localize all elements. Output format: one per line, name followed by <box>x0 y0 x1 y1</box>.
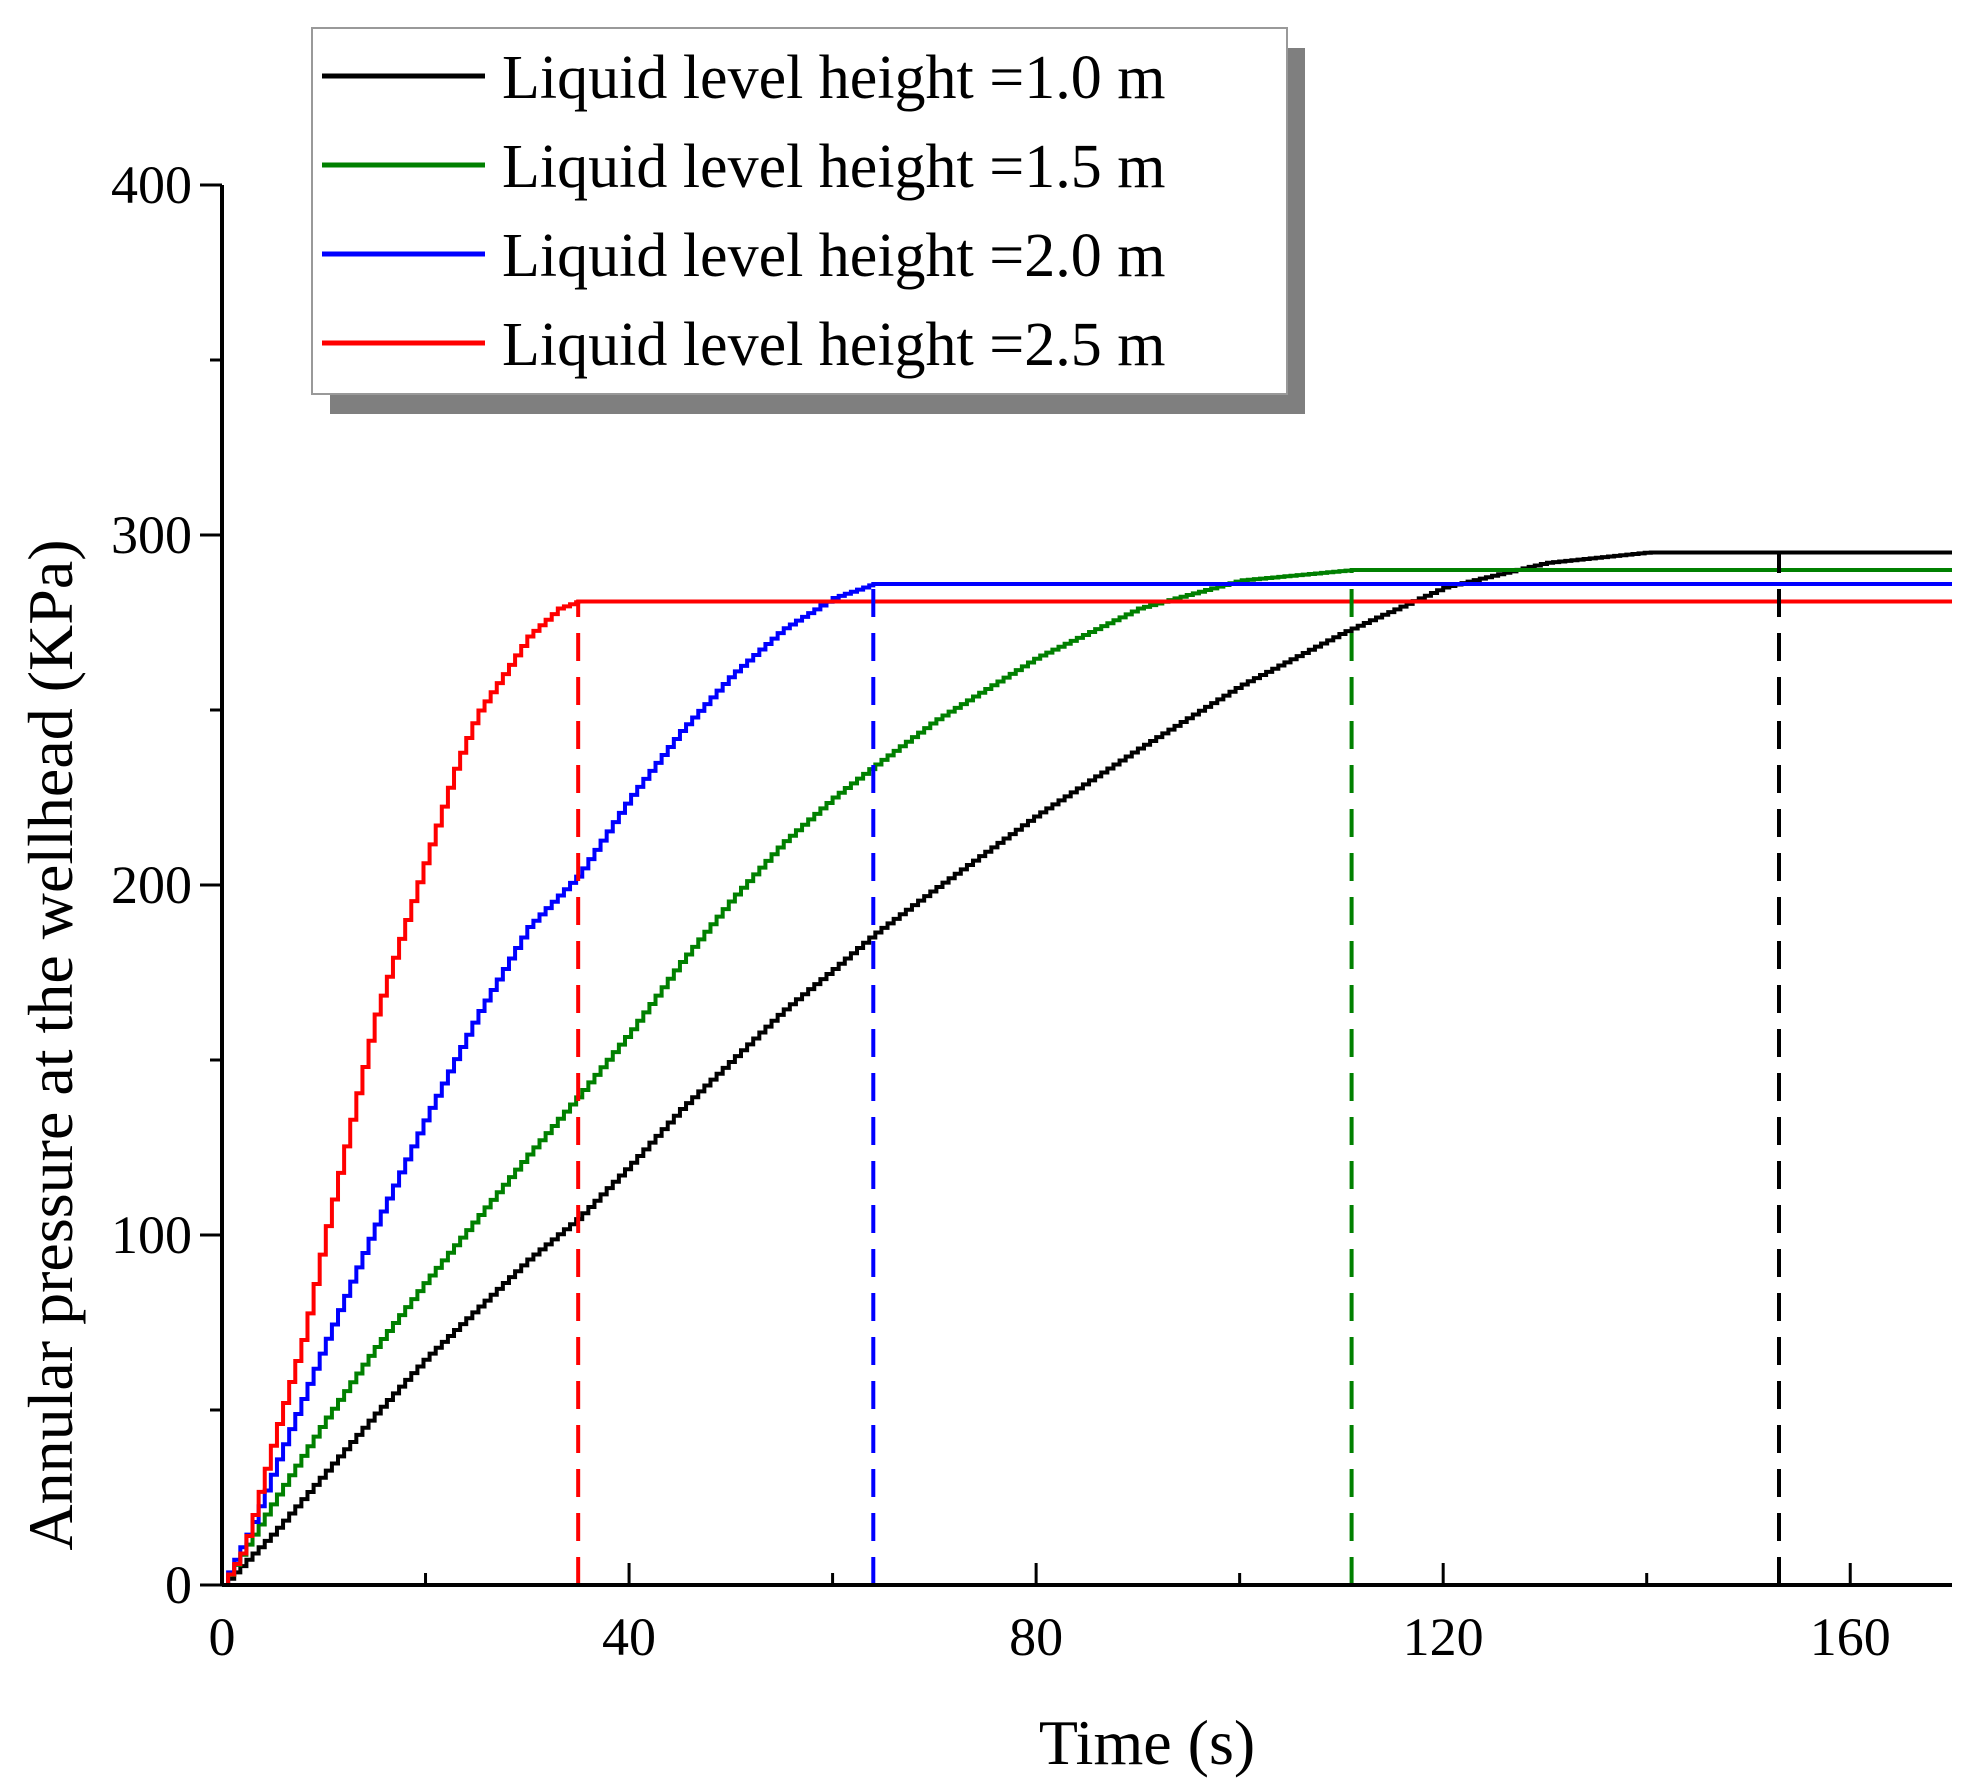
series-line-4 <box>222 599 1952 1587</box>
x-tick-label: 0 <box>209 1607 236 1667</box>
y-tick-label: 300 <box>111 505 192 565</box>
y-axis-title: Annular pressure at the wellhead (KPa) <box>15 539 86 1550</box>
x-tick-label: 120 <box>1403 1607 1484 1667</box>
legend-label-1: Liquid level height =1.0 m <box>502 44 1165 112</box>
y-tick-label: 400 <box>111 155 192 215</box>
x-tick-label: 160 <box>1810 1607 1891 1667</box>
x-tick-label: 80 <box>1009 1607 1063 1667</box>
series-line-3 <box>222 582 1952 1587</box>
y-tick-label: 200 <box>111 855 192 915</box>
x-axis-title: Time (s) <box>1039 1707 1255 1778</box>
end-time-markers <box>576 552 1781 1585</box>
y-tick-label: 100 <box>111 1205 192 1265</box>
legend-label-4: Liquid level height =2.5 m <box>502 311 1165 379</box>
series-line-2 <box>222 568 1952 1587</box>
legend: Liquid level height =1.0 m Liquid level h… <box>311 27 1305 414</box>
series-line-1 <box>222 550 1952 1587</box>
legend-label-2: Liquid level height =1.5 m <box>502 133 1165 201</box>
legend-items: Liquid level height =1.0 m Liquid level h… <box>322 44 1165 379</box>
tick-labels: 0 40 80 120 160 0 100 200 300 400 <box>111 155 1891 1667</box>
plot-lines <box>222 550 1952 1587</box>
legend-box <box>311 27 1288 395</box>
axis-ticks <box>200 183 1852 1587</box>
y-tick-label: 0 <box>165 1555 192 1615</box>
x-tick-label: 40 <box>602 1607 656 1667</box>
legend-label-3: Liquid level height =2.0 m <box>502 222 1165 290</box>
